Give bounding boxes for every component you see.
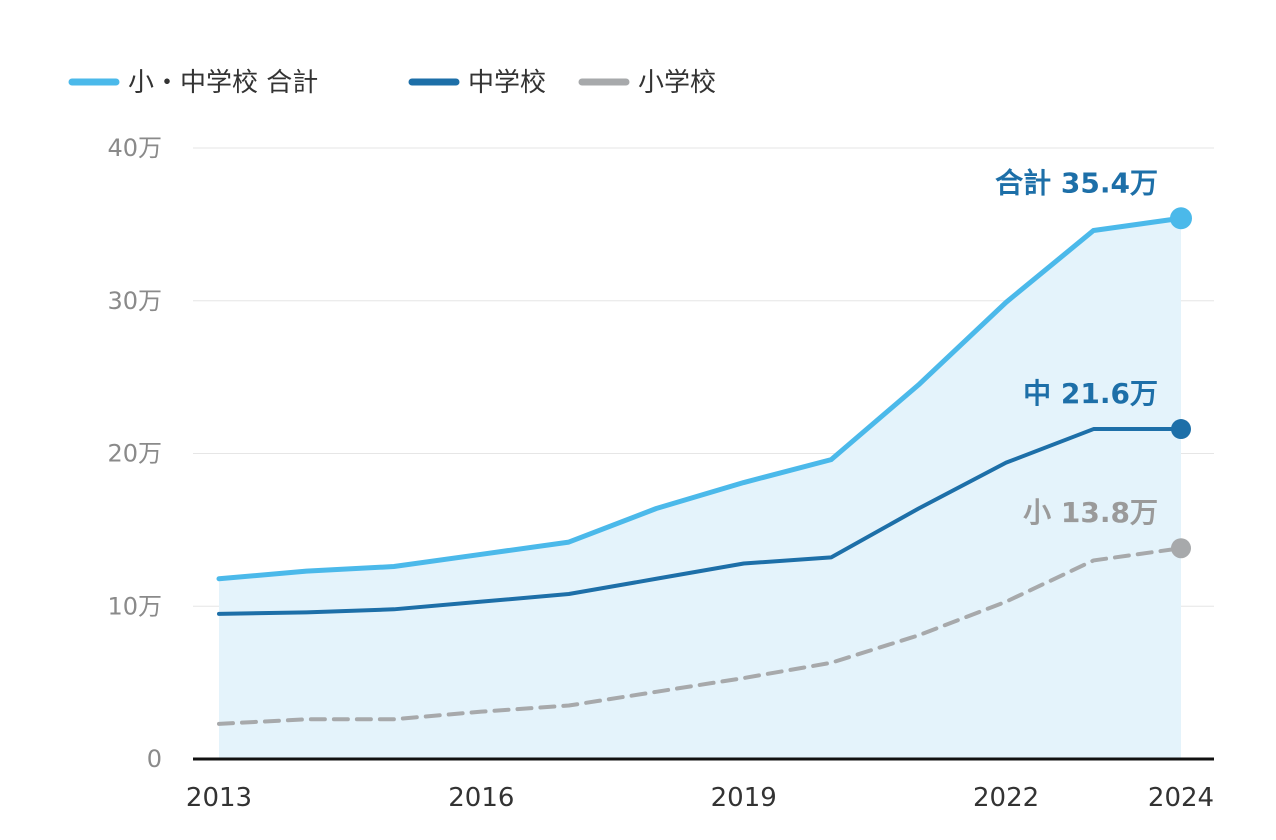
legend-label-1: 中学校 (468, 68, 546, 98)
y-tick-label: 0 (147, 745, 162, 773)
legend-label-2: 小学校 (638, 68, 716, 98)
x-tick-label: 2022 (973, 783, 1039, 813)
x-tick-label: 2016 (448, 783, 514, 813)
series-end-marker-0 (1170, 207, 1192, 230)
series-end-label-2: 小 13.8万 (1023, 496, 1158, 529)
y-tick-label: 30万 (107, 287, 162, 315)
series-end-marker-1 (1171, 419, 1191, 440)
y-tick-label: 10万 (107, 592, 162, 620)
series-end-label-1: 中 21.6万 (1023, 377, 1158, 410)
x-tick-label: 2024 (1148, 783, 1214, 813)
x-tick-label: 2013 (186, 783, 252, 813)
legend-label-0: 小・中学校 合計 (128, 68, 318, 98)
y-tick-label: 40万 (107, 134, 162, 162)
area-fill (219, 218, 1181, 759)
series-end-marker-2 (1171, 538, 1191, 559)
total-area-fill (219, 218, 1181, 759)
y-tick-label: 20万 (107, 440, 162, 468)
axes: 0 10万 20万 30万 40万 2013 2016 2019 2022 2024 (107, 134, 1214, 813)
series-line-0 (216, 215, 1184, 582)
end-labels: 小 13.8万中 21.6万 合計 35.4万 (995, 166, 1158, 529)
x-tick-label: 2019 (711, 783, 777, 813)
series-lines (216, 207, 1192, 726)
legend: 小・中学校 合計 中学校 小学校 (68, 68, 716, 98)
series-line-1 (217, 427, 1183, 616)
series-line-2 (217, 546, 1183, 726)
series-end-label-0: 合計 35.4万 (995, 166, 1158, 199)
